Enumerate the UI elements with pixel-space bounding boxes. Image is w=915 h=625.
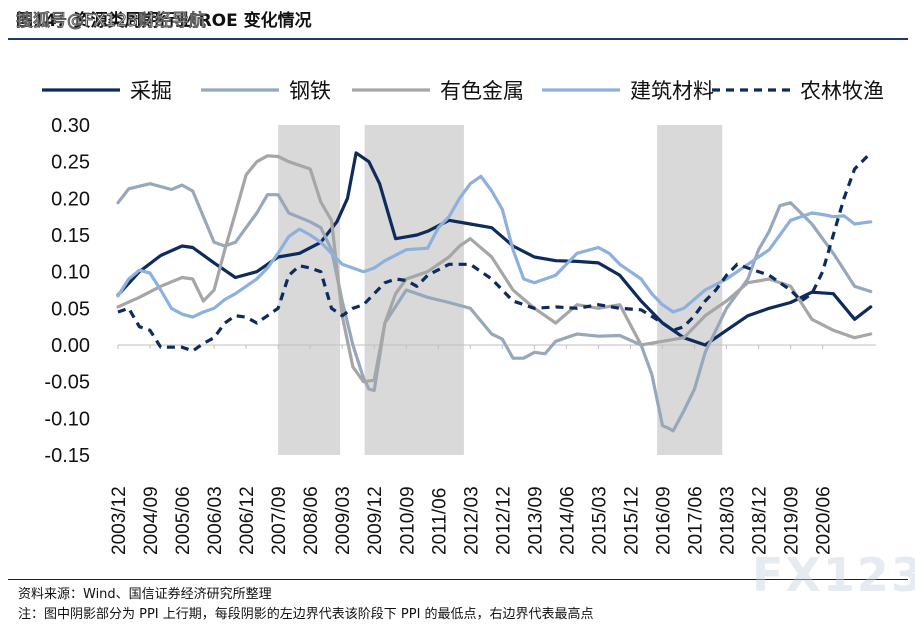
x-tick-label: 2018/03 xyxy=(718,486,739,555)
y-axis: 0.30 0.25 0.20 0.15 0.10 0.05 0.00 -0.05 -0.10 -0… xyxy=(44,115,90,467)
x-tick-label: 2003/12 xyxy=(109,486,130,555)
x-tick-label: 2020/06 xyxy=(814,486,835,555)
x-axis: 2003/12 2004/09 2005/06 2006/03 2006/12 2007/… xyxy=(109,344,876,555)
x-tick-label: 2019/09 xyxy=(782,486,803,555)
note-text: 注：图中阴影部分为 PPI 上行期，每段阴影的左边界代表该阶段下 PPI 的最低… xyxy=(18,607,594,622)
y-tick-label: -0.05 xyxy=(44,372,90,394)
footer-divider xyxy=(8,579,908,580)
roe-line-chart: 0.30 0.25 0.20 0.15 0.10 0.05 0.00 -0.05 -0.10 -0… xyxy=(42,79,884,555)
x-tick-label: 2006/12 xyxy=(237,486,258,555)
watermark: 搜狐号@FX123财经导航 xyxy=(16,11,207,32)
shade-period-2 xyxy=(364,125,464,455)
x-tick-label: 2008/06 xyxy=(301,486,322,555)
x-tick-label: 2009/12 xyxy=(365,486,386,555)
x-tick-label: 2012/03 xyxy=(461,486,482,555)
y-tick-label: 0.25 xyxy=(51,152,90,174)
shade-period-1 xyxy=(278,125,341,455)
y-tick-label: 0.30 xyxy=(51,115,90,137)
page-title: 图14：资源类周期行业 ROE 变化情况 xyxy=(16,11,312,31)
legend: 采掘 钢铁 有色金属 建筑材料 农林牧渔 xyxy=(42,79,884,103)
ppi-upcycle-shading xyxy=(278,125,723,455)
x-tick-label: 2011/06 xyxy=(429,488,450,555)
series-line-1 xyxy=(116,151,873,347)
x-tick-label: 2015/12 xyxy=(621,486,642,555)
y-tick-label: 0.05 xyxy=(51,298,90,320)
legend-label-5: 农林牧渔 xyxy=(800,79,884,103)
legend-label-3: 有色金属 xyxy=(440,79,524,103)
source-text: 资料来源：Wind、国信证券经济研究所整理 xyxy=(18,587,272,602)
x-tick-label: 2013/09 xyxy=(525,486,546,555)
x-tick-label: 2012/12 xyxy=(493,486,514,555)
title-divider xyxy=(8,38,908,40)
x-tick-label: 2007/09 xyxy=(269,486,290,555)
x-tick-label: 2006/03 xyxy=(205,486,226,555)
series-line-2 xyxy=(116,182,873,433)
series-lines xyxy=(116,151,873,433)
x-tick-label: 2017/06 xyxy=(686,486,707,555)
x-tick-label: 2010/09 xyxy=(397,486,418,555)
y-tick-label: 0.00 xyxy=(51,335,90,357)
series-line-5 xyxy=(117,151,872,353)
y-tick-label: -0.10 xyxy=(44,408,90,430)
x-tick-label: 2014/06 xyxy=(557,486,578,555)
x-tick-label: 2009/03 xyxy=(333,486,354,555)
series-line-4 xyxy=(116,174,873,319)
legend-label-1: 采掘 xyxy=(130,79,172,103)
y-tick-label: 0.15 xyxy=(51,225,90,247)
x-tick-label: 2016/09 xyxy=(653,486,674,555)
x-tick-label: 2015/03 xyxy=(589,486,610,555)
y-tick-label: -0.15 xyxy=(44,445,90,467)
y-tick-label: 0.20 xyxy=(51,188,90,210)
shade-period-3 xyxy=(657,125,723,455)
legend-label-2: 钢铁 xyxy=(289,79,331,103)
series-line-3 xyxy=(116,154,873,384)
legend-label-4: 建筑材料 xyxy=(630,79,714,103)
fx123-logo: FX123 xyxy=(752,548,915,602)
x-tick-label: 2018/12 xyxy=(750,486,771,555)
x-tick-label: 2005/06 xyxy=(173,486,194,555)
y-tick-label: 0.10 xyxy=(51,262,90,284)
x-tick-label: 2004/09 xyxy=(141,486,162,555)
